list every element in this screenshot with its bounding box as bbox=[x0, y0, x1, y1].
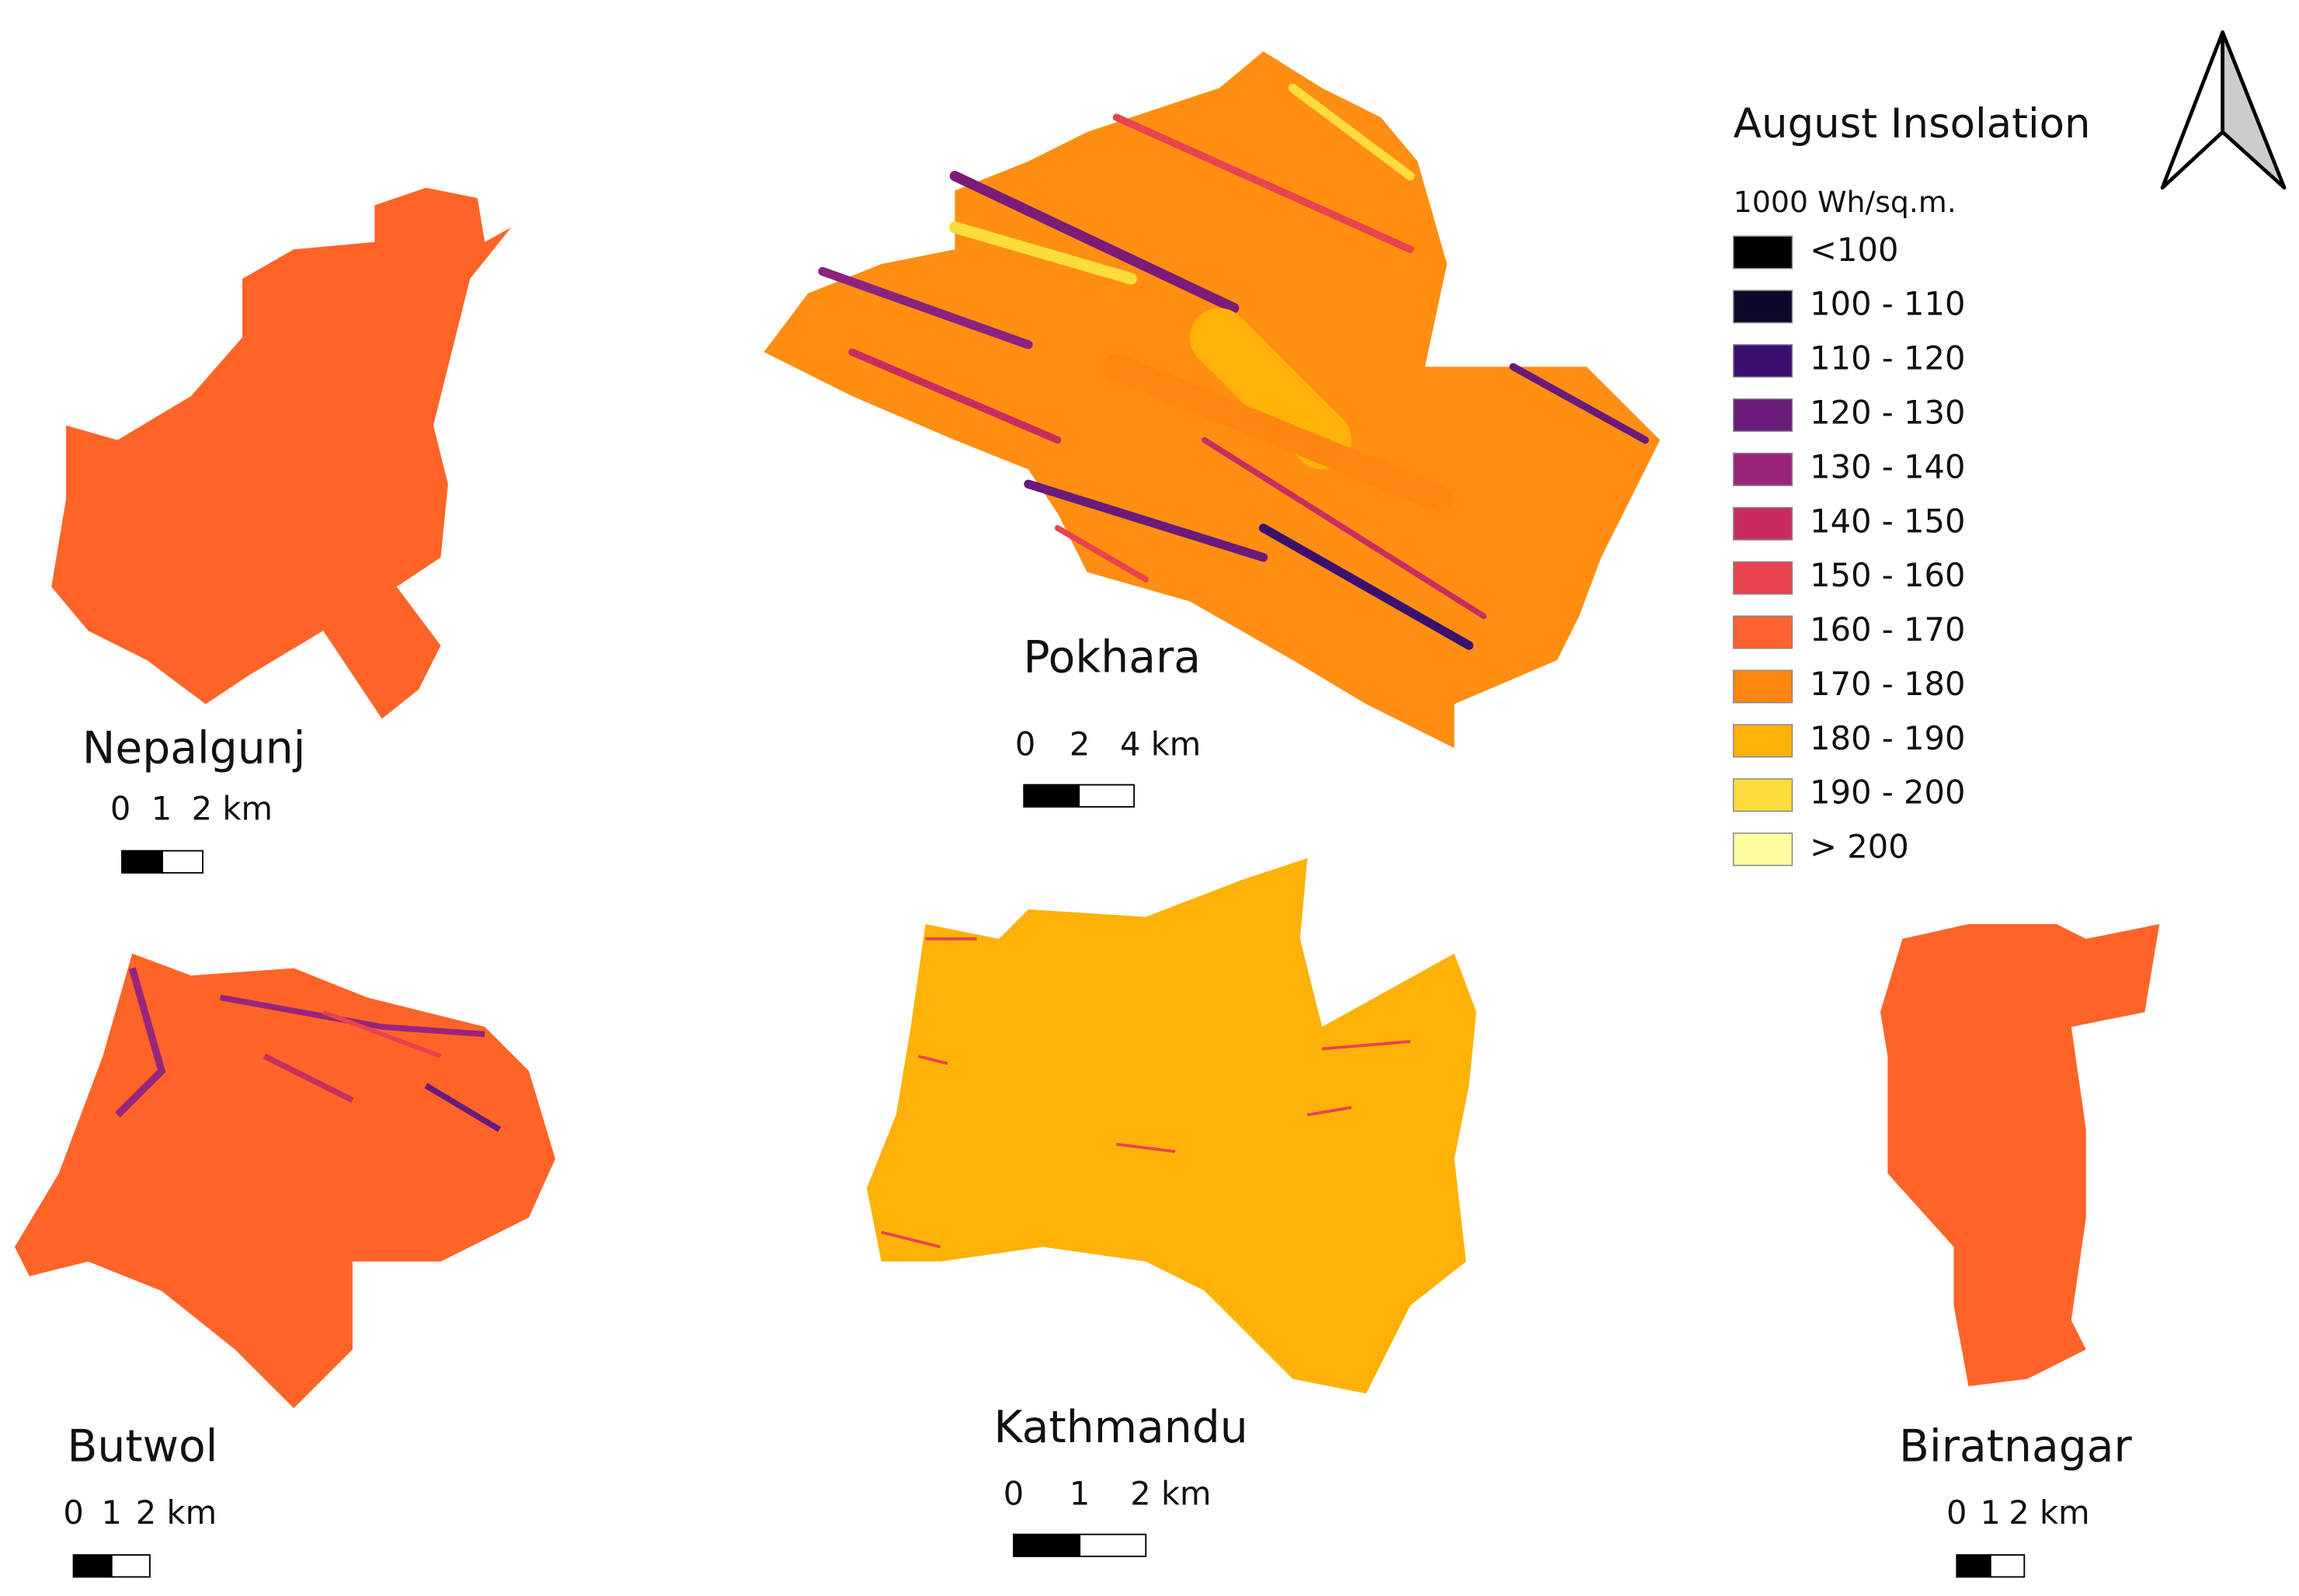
legend-label: 180 - 190 bbox=[1810, 719, 1965, 757]
legend-swatch bbox=[1733, 452, 1793, 486]
city-name: Nepalgunj bbox=[82, 723, 306, 774]
north-arrow bbox=[2160, 30, 2287, 190]
legend-label: 160 - 170 bbox=[1810, 610, 1965, 648]
scale-label: 0 bbox=[63, 1493, 83, 1532]
nepalgunj-area bbox=[51, 187, 512, 719]
legend-swatch bbox=[1733, 615, 1793, 649]
scale-bar-light bbox=[1079, 1533, 1147, 1557]
scale-label: 1 bbox=[1981, 1493, 2001, 1532]
legend-label: 100 - 110 bbox=[1810, 285, 1965, 323]
scale-label: 0 bbox=[1946, 1493, 1967, 1532]
city-name: Biratnagar bbox=[1899, 1421, 2133, 1473]
legend-swatch bbox=[1733, 398, 1793, 433]
legend-swatch bbox=[1733, 235, 1793, 269]
scale-bar-dark bbox=[1956, 1554, 1991, 1578]
legend-swatch bbox=[1733, 506, 1793, 541]
pokhara-terrain bbox=[818, 83, 1650, 650]
scale-bar-dark bbox=[72, 1554, 113, 1578]
scale-label: 4 km bbox=[1120, 725, 1201, 763]
legend-swatch bbox=[1733, 561, 1793, 595]
city-name: Butwol bbox=[67, 1421, 217, 1473]
biratnagar-area bbox=[1880, 923, 2160, 1386]
scale-bar-light bbox=[162, 850, 203, 874]
scale-label: 0 bbox=[1015, 725, 1035, 763]
legend-unit: 1000 Wh/sq.m. bbox=[1734, 185, 1956, 219]
legend-swatch bbox=[1733, 833, 1793, 867]
legend-label: > 200 bbox=[1810, 828, 1909, 866]
legend-swatch bbox=[1733, 290, 1793, 324]
scale-label: 1 bbox=[1070, 1475, 1090, 1513]
labels: August Insolation 1000 Wh/sq.m. <100 100 - … bbox=[63, 100, 2133, 1578]
legend-label: 110 - 120 bbox=[1810, 339, 1965, 377]
legend-title: August Insolation bbox=[1734, 100, 2091, 148]
scale-bar-light bbox=[1989, 1554, 2026, 1578]
legend-label: 140 - 150 bbox=[1810, 502, 1965, 540]
scale-label: 0 bbox=[1003, 1475, 1024, 1513]
legend-swatch bbox=[1733, 724, 1793, 758]
legend-label: 190 - 200 bbox=[1810, 774, 1965, 812]
legend-swatch bbox=[1733, 344, 1793, 378]
legend-label: <100 bbox=[1810, 231, 1898, 269]
kathmandu-terrain bbox=[881, 937, 1410, 1249]
scale-bar-dark bbox=[1023, 784, 1080, 808]
butwol-area bbox=[14, 953, 555, 1409]
scale-bar-light bbox=[1078, 784, 1136, 808]
scale-label: 2 km bbox=[192, 790, 273, 828]
kathmandu-area bbox=[866, 857, 1476, 1394]
legend-label: 150 - 160 bbox=[1810, 556, 1965, 594]
legend-label: 170 - 180 bbox=[1810, 665, 1965, 703]
legend-label: 130 - 140 bbox=[1810, 447, 1965, 485]
butwol-terrain bbox=[114, 967, 502, 1132]
scale-label: 1 bbox=[102, 1493, 122, 1532]
scale-label: 2 km bbox=[2009, 1493, 2089, 1532]
scale-bar-dark bbox=[121, 850, 163, 874]
legend-swatch bbox=[1733, 669, 1793, 704]
scale-bar-light bbox=[110, 1554, 151, 1578]
scale-label: 2 km bbox=[1130, 1475, 1211, 1513]
scale-label: 2 km bbox=[136, 1493, 217, 1532]
scale-label: 0 bbox=[110, 790, 130, 828]
city-name: Kathmandu bbox=[994, 1402, 1248, 1453]
scale-label: 1 bbox=[151, 790, 172, 828]
legend-label: 120 - 130 bbox=[1810, 394, 1965, 432]
scale-label: 2 bbox=[1070, 725, 1090, 763]
city-name: Pokhara bbox=[1023, 632, 1201, 683]
legend-swatch bbox=[1733, 778, 1793, 812]
scale-bar-dark bbox=[1013, 1533, 1081, 1557]
